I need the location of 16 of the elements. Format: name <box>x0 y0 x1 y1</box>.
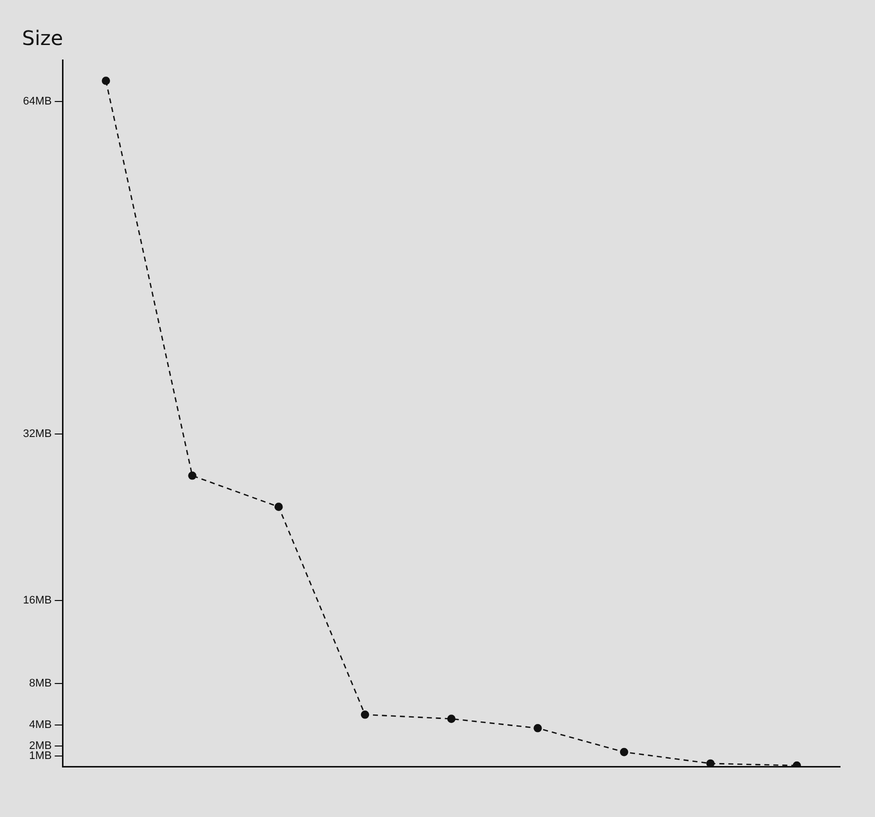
y-tick-label: 1MB <box>29 750 52 762</box>
point <box>274 502 283 511</box>
y-tick-label: 32MB <box>22 428 52 440</box>
y-axis-title: Size <box>22 26 64 50</box>
point <box>620 748 628 756</box>
y-tick-label: 4MB <box>29 719 52 732</box>
y-tick-label: 2MB <box>29 740 52 752</box>
y-tick-label: 64MB <box>22 96 52 108</box>
point <box>706 759 715 767</box>
point <box>534 724 542 732</box>
point <box>188 471 196 480</box>
y-tick-label: 16MB <box>22 594 52 606</box>
point <box>447 714 456 723</box>
point <box>360 710 370 719</box>
point <box>102 76 110 85</box>
y-tick-label: 8MB <box>29 678 52 690</box>
